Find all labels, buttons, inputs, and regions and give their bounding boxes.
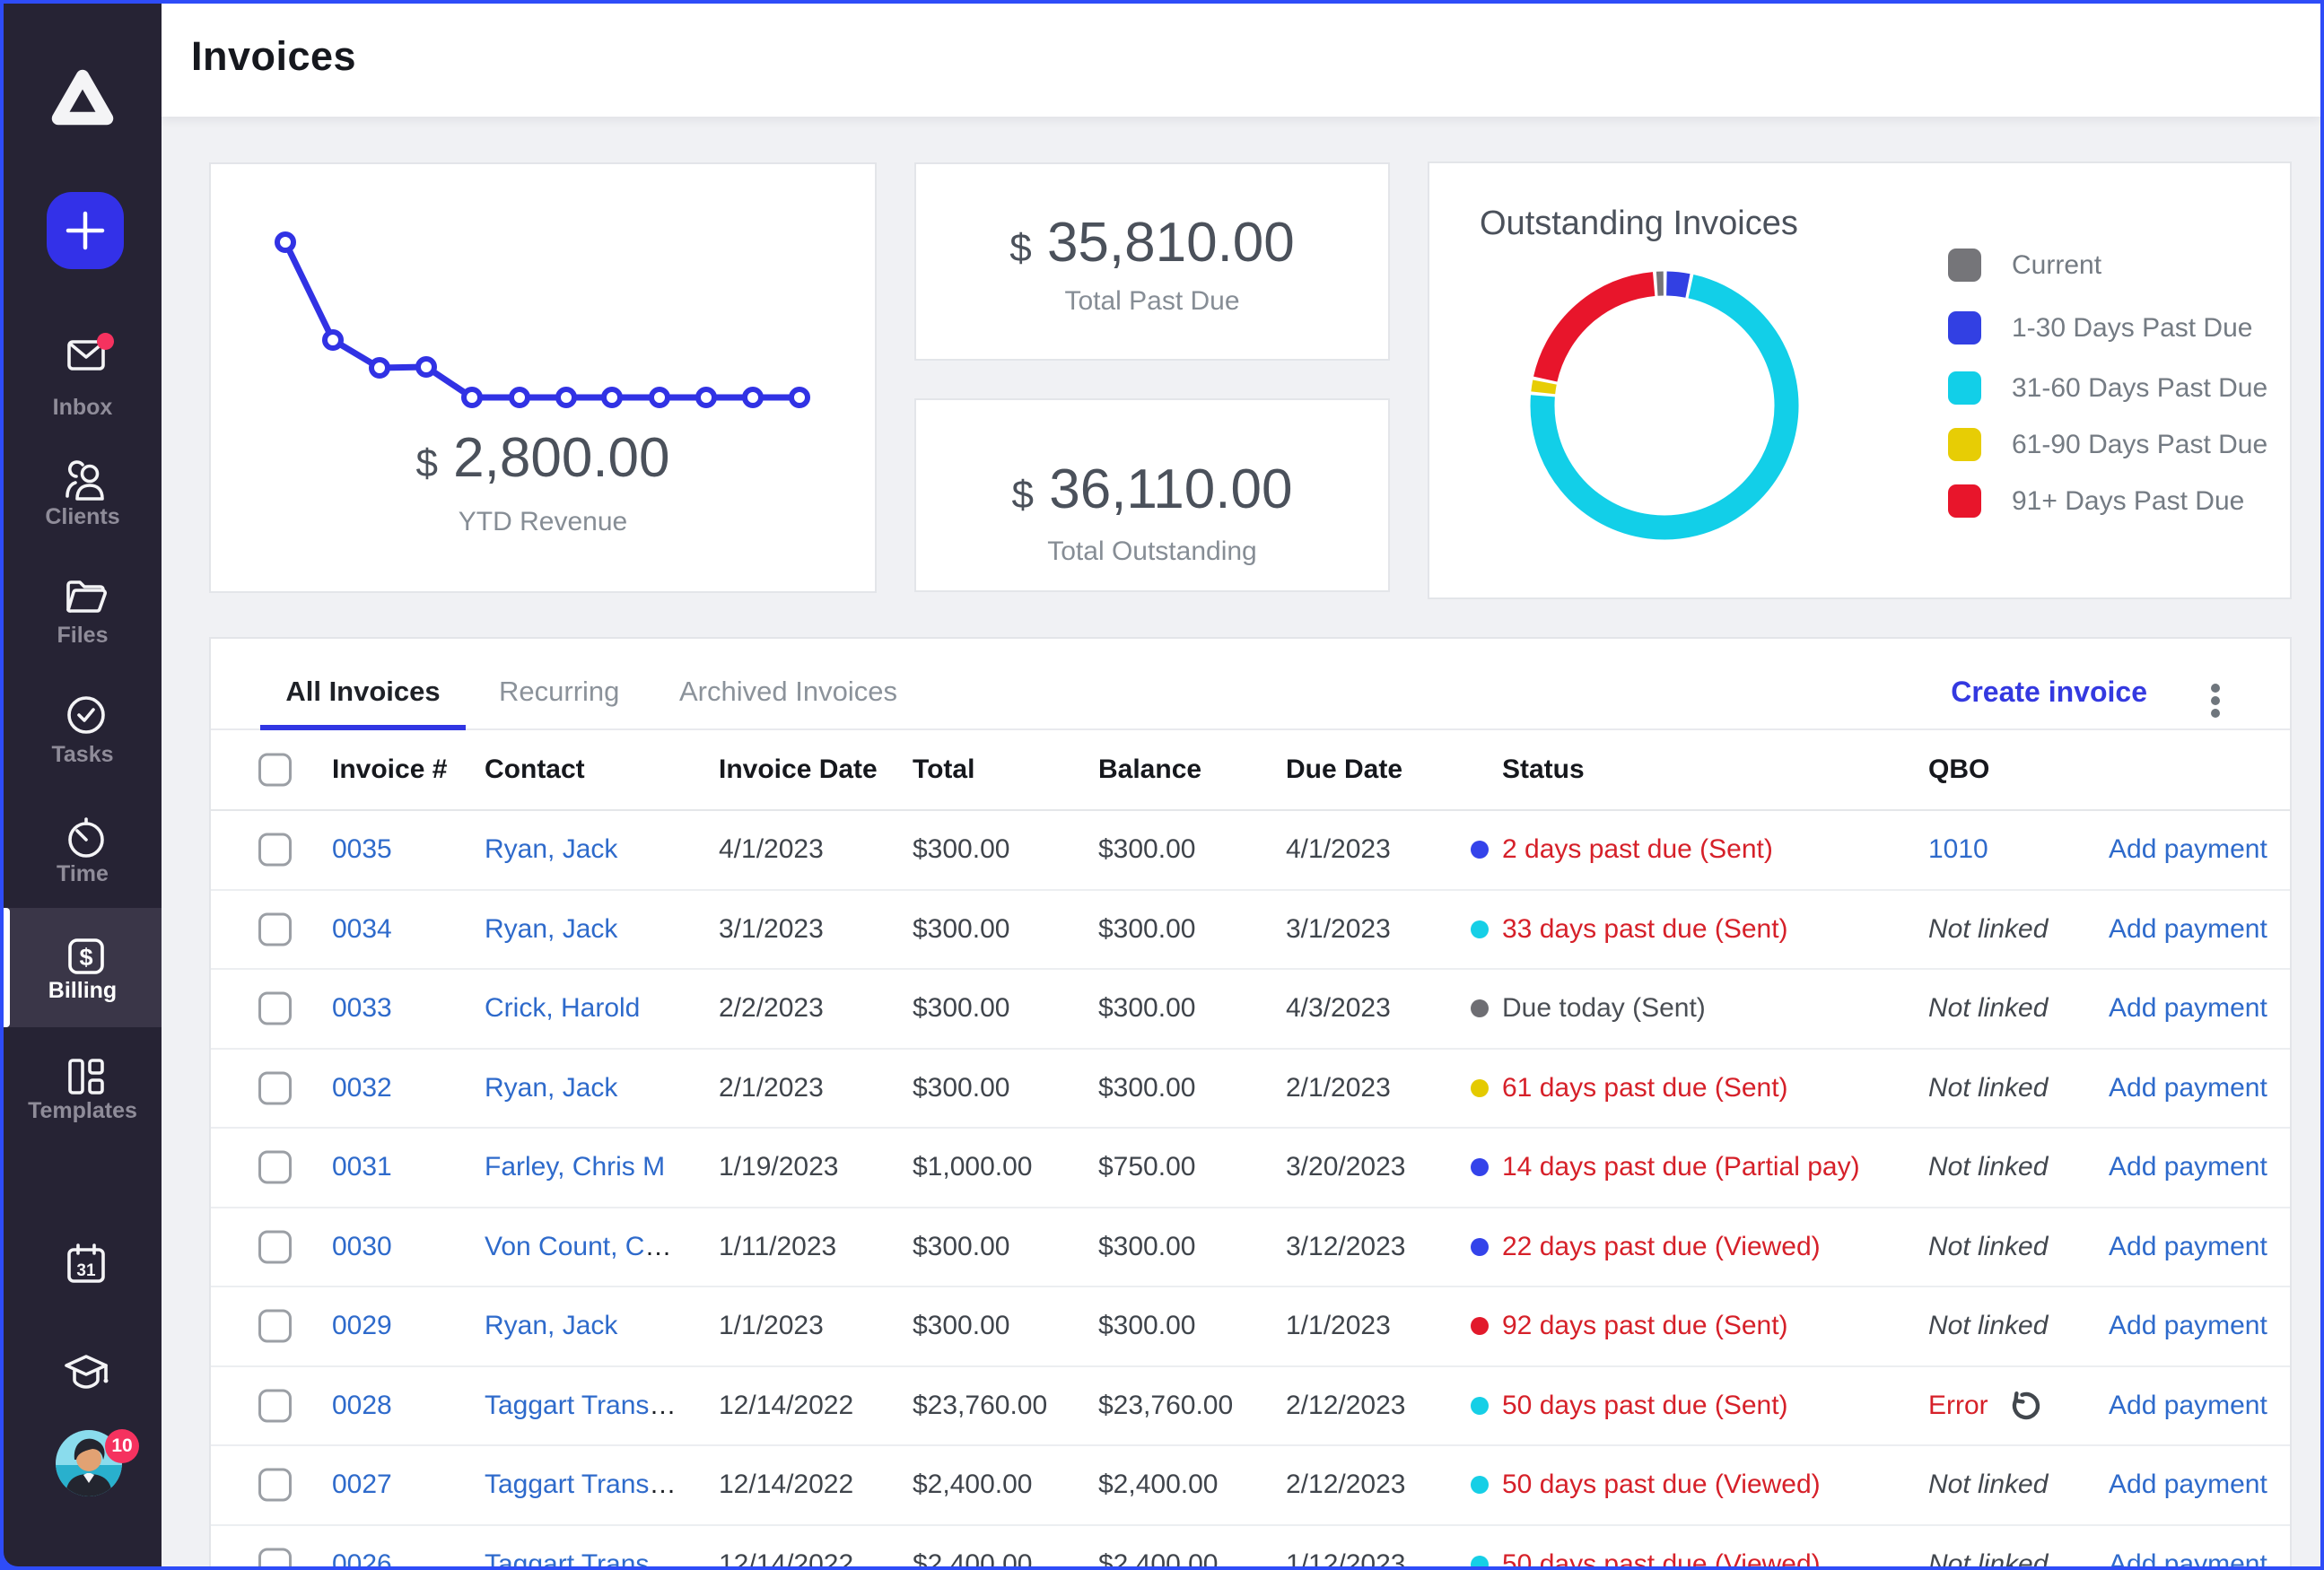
svg-text:31: 31 bbox=[76, 1261, 96, 1280]
svg-text:$: $ bbox=[79, 944, 92, 971]
